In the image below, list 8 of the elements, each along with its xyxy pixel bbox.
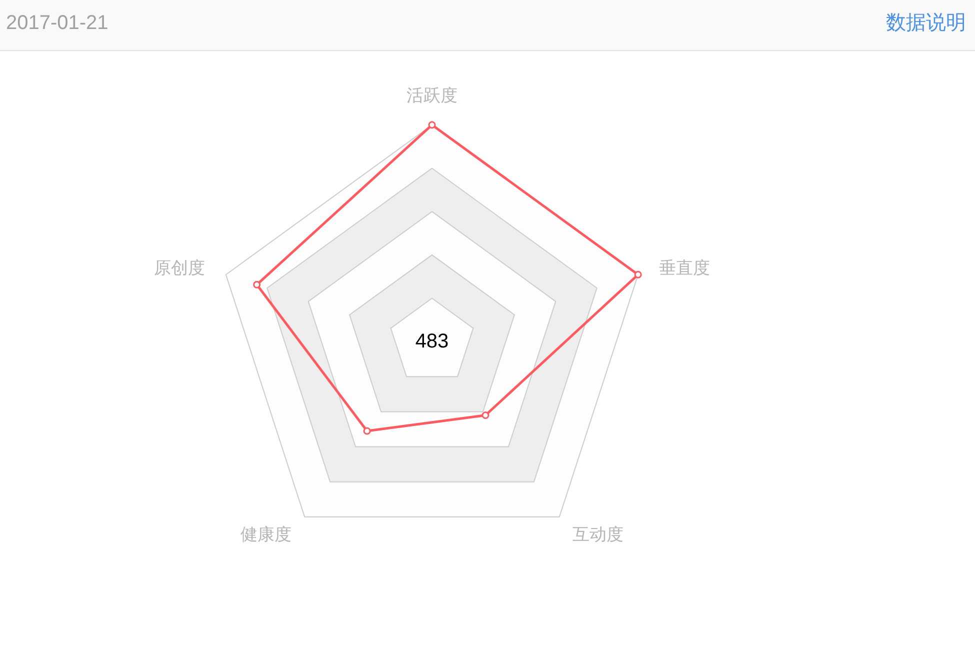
chart-title: 2017-01-21 xyxy=(6,12,108,34)
spoke-label: 互动度 xyxy=(572,525,624,544)
spoke-label: 原创度 xyxy=(154,258,205,278)
text: 483 xyxy=(415,330,449,353)
text: 数据说明 xyxy=(886,12,966,34)
spoke-label: 健康度 xyxy=(240,525,292,544)
spoke-label: 垂直度 xyxy=(659,258,710,278)
spoke-label: 活跃度 xyxy=(406,86,458,105)
